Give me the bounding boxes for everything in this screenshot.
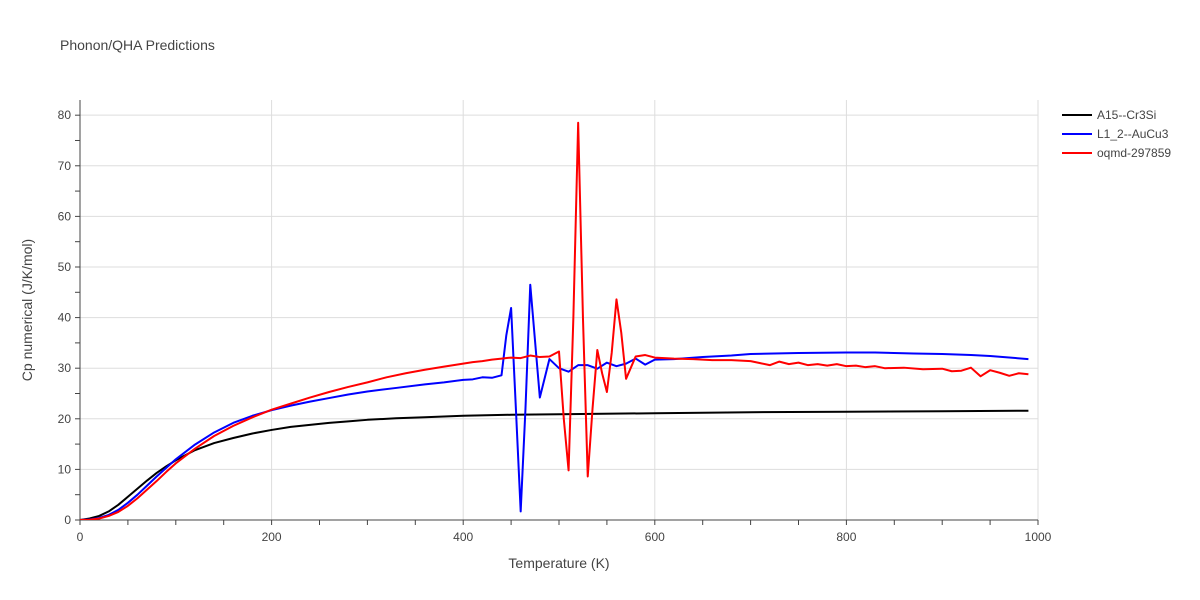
legend[interactable]: A15--Cr3Si L1_2--AuCu3 oqmd-297859 bbox=[1062, 108, 1171, 160]
y-tick-label: 20 bbox=[58, 412, 72, 426]
series-line-2 bbox=[80, 121, 1029, 520]
y-tick-label: 40 bbox=[58, 311, 72, 325]
y-tick-label: 60 bbox=[58, 209, 72, 223]
y-axis-title: Cp numerical (J/K/mol) bbox=[19, 239, 35, 381]
axes: 0 200 400 600 800 1000 0 10 20 30 40 50 60 70 80 bbox=[58, 100, 1052, 544]
y-tick-label: 50 bbox=[58, 260, 72, 274]
legend-label: L1_2--AuCu3 bbox=[1097, 127, 1169, 141]
x-tick-label: 800 bbox=[836, 530, 856, 544]
legend-item[interactable]: A15--Cr3Si bbox=[1062, 108, 1156, 122]
legend-label: oqmd-297859 bbox=[1097, 146, 1171, 160]
series-layer bbox=[80, 121, 1029, 520]
x-tick-label: 400 bbox=[453, 530, 473, 544]
y-tick-label: 10 bbox=[58, 462, 72, 476]
y-tick-label: 0 bbox=[64, 513, 71, 527]
x-axis-title: Temperature (K) bbox=[508, 555, 609, 571]
series-line-0 bbox=[80, 409, 1029, 520]
legend-label: A15--Cr3Si bbox=[1097, 108, 1156, 122]
chart-title: Phonon/QHA Predictions bbox=[60, 37, 215, 53]
x-tick-label: 1000 bbox=[1025, 530, 1052, 544]
x-tick-label: 0 bbox=[77, 530, 84, 544]
series-line-1 bbox=[80, 283, 1029, 520]
x-tick-label: 200 bbox=[262, 530, 282, 544]
y-tick-label: 70 bbox=[58, 159, 72, 173]
y-tick-label: 80 bbox=[58, 108, 72, 122]
y-tick-label: 30 bbox=[58, 361, 72, 375]
legend-item[interactable]: oqmd-297859 bbox=[1062, 146, 1171, 160]
legend-item[interactable]: L1_2--AuCu3 bbox=[1062, 127, 1169, 141]
x-tick-label: 600 bbox=[645, 530, 665, 544]
grid bbox=[80, 100, 1039, 520]
